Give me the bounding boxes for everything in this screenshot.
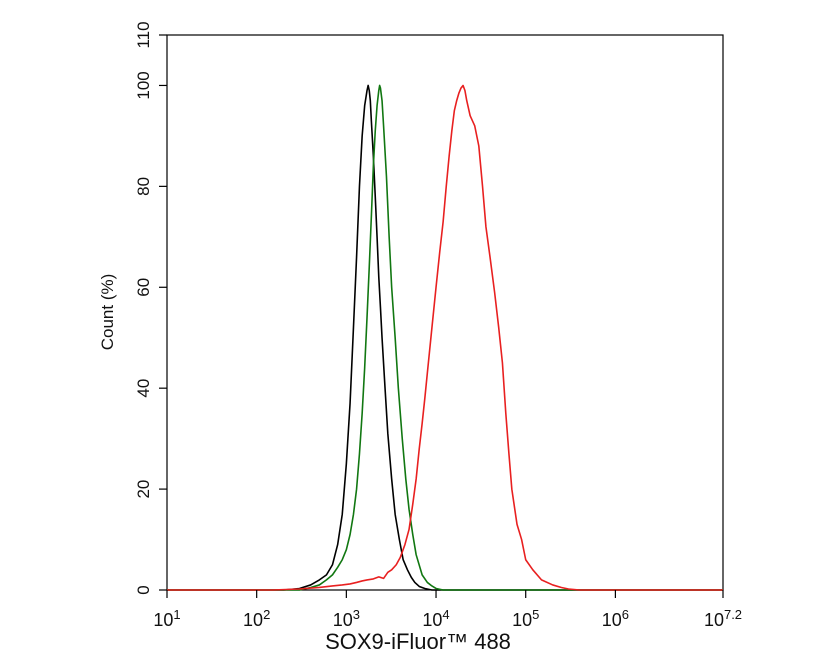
x-tick-label-6: 107.2 — [704, 607, 742, 630]
series-line-1 — [167, 84, 723, 591]
y-tick-label-2: 40 — [134, 379, 153, 398]
x-axis-title: SOX9-iFluor™ 488 — [325, 629, 511, 654]
plot-area — [166, 34, 724, 591]
y-tick-label-1: 20 — [134, 480, 153, 499]
x-tick-label-4: 105 — [512, 607, 539, 630]
x-axis: 101 102 103 104 105 106 107.2 — [153, 590, 742, 630]
x-tick-label-3: 104 — [422, 607, 449, 630]
x-tick-label-1: 102 — [243, 607, 270, 630]
y-tick-label-0: 0 — [134, 585, 153, 594]
x-tick-label-0: 101 — [153, 607, 180, 630]
y-tick-label-5: 100 — [134, 71, 153, 99]
y-tick-label-3: 60 — [134, 278, 153, 297]
y-axis-title: Count (%) — [98, 274, 117, 351]
series-line-2 — [167, 84, 723, 591]
y-axis: 0 20 40 60 80 100 110 — [134, 21, 167, 595]
series-layer — [167, 84, 723, 591]
x-tick-label-5: 106 — [602, 607, 629, 630]
series-line-0 — [167, 84, 723, 591]
y-tick-label-4: 80 — [134, 177, 153, 196]
y-tick-label-6: 110 — [134, 21, 153, 48]
x-tick-label-2: 103 — [333, 607, 360, 630]
